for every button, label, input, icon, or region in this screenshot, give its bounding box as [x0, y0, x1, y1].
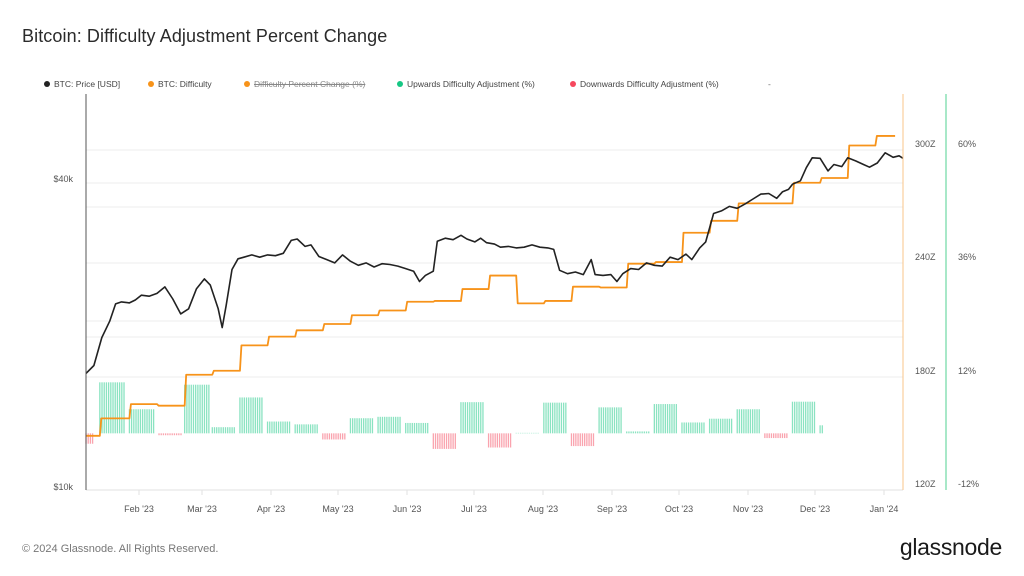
chart-title: Bitcoin: Difficulty Adjustment Percent C… [22, 26, 388, 46]
dot-icon [44, 81, 50, 87]
glassnode-logo: glassnode [899, 534, 1002, 560]
legend-item-upwards-adjustment[interactable]: Upwards Difficulty Adjustment (%) [397, 79, 535, 89]
legend-label: Upwards Difficulty Adjustment (%) [407, 79, 535, 89]
x-tick-label: Mar '23 [187, 504, 217, 514]
x-tick-label: Apr '23 [257, 504, 285, 514]
y-tick-difficulty: 120Z [915, 479, 936, 489]
x-tick-label: Jul '23 [461, 504, 487, 514]
legend-item-downwards-adjustment[interactable]: Downwards Difficulty Adjustment (%) [570, 79, 719, 89]
y-tick-percent: 12% [958, 366, 976, 376]
dot-icon [397, 81, 403, 87]
y-tick-difficulty: 240Z [915, 252, 936, 262]
legend-item-difficulty-percent-change[interactable]: Difficulty Percent Change (%) [244, 79, 365, 89]
x-tick-label: Sep '23 [597, 504, 627, 514]
legend-label: BTC: Difficulty [158, 79, 212, 89]
x-tick-label: Dec '23 [800, 504, 830, 514]
legend-label: Difficulty Percent Change (%) [254, 79, 366, 89]
y-tick-difficulty: 180Z [915, 366, 936, 376]
series-lines [85, 135, 904, 437]
x-tick-label: Feb '23 [124, 504, 154, 514]
dot-icon [244, 81, 250, 87]
dot-icon [148, 81, 154, 87]
x-tick-label: Oct '23 [665, 504, 693, 514]
y-tick-price: $10k [53, 482, 73, 492]
adjustment-bars [85, 382, 823, 449]
axes: $10k $40k 120Z 180Z 240Z 300Z -12% 12% 36% 60% Feb… [53, 94, 979, 514]
legend-label: Downwards Difficulty Adjustment (%) [580, 79, 719, 89]
y-tick-difficulty: 300Z [915, 139, 936, 149]
y-tick-percent: 36% [958, 252, 976, 262]
y-tick-percent: -12% [958, 479, 979, 489]
x-tick-label: Jun '23 [393, 504, 422, 514]
x-tick-label: May '23 [322, 504, 353, 514]
y-tick-percent: 60% [958, 139, 976, 149]
y-tick-price: $40k [53, 174, 73, 184]
legend-label: BTC: Price [USD] [54, 79, 121, 89]
copyright-text: © 2024 Glassnode. All Rights Reserved. [22, 543, 219, 555]
legend-item-price[interactable]: BTC: Price [USD] [44, 79, 120, 89]
gridlines [86, 149, 903, 491]
dot-icon [570, 81, 576, 87]
x-tick-label: Nov '23 [733, 504, 763, 514]
x-tick-label: Aug '23 [528, 504, 558, 514]
legend-dash[interactable]: - [768, 79, 771, 89]
x-tick-label: Jan '24 [870, 504, 899, 514]
legend-item-difficulty[interactable]: BTC: Difficulty [148, 79, 212, 89]
